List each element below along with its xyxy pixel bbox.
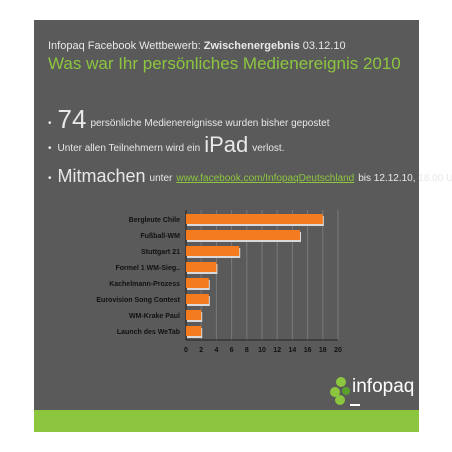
contest-status: Zwischenergebnis: [203, 40, 300, 52]
bullet-count: • 74 persönliche Medienereignisse wurden b…: [48, 104, 329, 135]
bar: [186, 262, 217, 272]
x-tick-label: 4: [214, 347, 218, 354]
participate-deadline: bis 12.12.10, 18.00 Uhr: [358, 173, 452, 184]
facebook-link[interactable]: www.facebook.com/InfopaqDeutschland: [176, 173, 355, 184]
bar: [186, 278, 209, 288]
contest-prefix: Infopaq Facebook Wettbewerb:: [48, 40, 204, 52]
prize-name: iPad: [204, 132, 249, 157]
category-label: Launch des WeTab: [117, 329, 180, 336]
bullet-dot-icon: •: [48, 173, 52, 184]
bullet-prize: • Unter allen Teilnehmern wird ein iPad ver…: [48, 132, 284, 158]
participate-pre: unter: [149, 173, 173, 184]
bar: [186, 310, 202, 320]
contest-header: Infopaq Facebook Wettbewerb: Zwischenerg…: [48, 40, 346, 52]
prize-tail: verlost.: [252, 143, 285, 154]
x-tick-label: 14: [289, 347, 297, 354]
bullet-participate: • Mitmachen unter www.facebook.com/InfopaqD…: [48, 166, 452, 187]
bar: [186, 246, 240, 256]
page-title: Was war Ihr persönliches Medienereignis …: [48, 54, 401, 73]
bullet-dot-icon: •: [48, 118, 52, 129]
x-tick-label: 18: [319, 347, 327, 354]
bar: [186, 294, 209, 304]
category-label: Kachelmann-Prozess: [109, 281, 180, 288]
x-tick-label: 8: [245, 347, 249, 354]
infopaq-logo-text: infopaq: [352, 376, 415, 397]
post-count-text: persönliche Medienereignisse wurden bish…: [90, 118, 330, 129]
category-label: Bergleute Chile: [129, 217, 180, 224]
bar: [186, 214, 323, 224]
x-tick-label: 2: [199, 347, 203, 354]
x-tick-label: 0: [184, 347, 188, 354]
participate-heading: Mitmachen: [57, 166, 146, 186]
x-tick-label: 20: [334, 347, 342, 354]
bar: [186, 230, 300, 240]
x-tick-label: 12: [273, 347, 281, 354]
category-label: WM-Krake Paul: [129, 313, 180, 320]
post-count: 74: [57, 104, 87, 134]
category-label: Fußball-WM: [140, 233, 180, 240]
category-label: Eurovision Song Contest: [96, 297, 180, 304]
contest-date: 03.12.10: [299, 40, 346, 52]
category-label: Stuttgart 21: [141, 249, 180, 256]
x-tick-label: 10: [258, 347, 266, 354]
prize-text: Unter allen Teilnehmern wird ein: [57, 143, 201, 154]
x-tick-label: 16: [304, 347, 312, 354]
x-tick-label: 6: [230, 347, 234, 354]
bullet-dot-icon: •: [48, 143, 52, 154]
infopaq-logo-icon: [330, 377, 360, 406]
footer-green-band: [34, 410, 419, 432]
bar: [186, 326, 202, 336]
category-label: Formel 1 WM-Sieg..: [115, 265, 180, 272]
